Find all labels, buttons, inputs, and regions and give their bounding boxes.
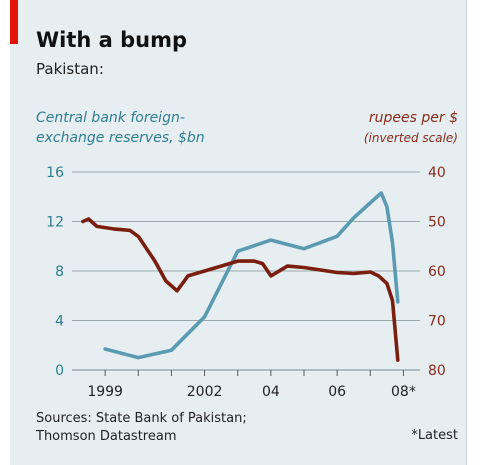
left-tick-label: 4 — [55, 314, 64, 330]
x-tick-label: 1999 — [87, 384, 123, 400]
x-tick-label: 08* — [391, 384, 416, 400]
brand-accent-bar — [10, 0, 18, 44]
x-tick-label: 06 — [328, 384, 346, 400]
rupee-series-line — [81, 217, 400, 362]
left-tick-label: 16 — [46, 165, 64, 181]
left-tick-label: 12 — [46, 215, 64, 231]
left-axis-label-line-1: Central bank foreign- — [36, 110, 185, 126]
grid-layer — [72, 171, 420, 371]
left-tick-label: 0 — [55, 363, 64, 379]
right-tick-label: 50 — [428, 215, 446, 231]
reserves-series-line — [103, 191, 400, 360]
right-axis-label-main: rupees per $ — [368, 110, 458, 126]
source-note: Sources: State Bank of Pakistan; Thomson… — [36, 410, 247, 446]
chart-title: With a bump — [36, 28, 188, 52]
series-layer — [81, 191, 400, 362]
left-axis-label-line-2: exchange reserves, $bn — [36, 130, 205, 146]
right-axis-label: rupees per $ (inverted scale) — [258, 108, 458, 148]
chart-subtitle: Pakistan: — [36, 60, 104, 78]
x-tick-label: 04 — [262, 384, 280, 400]
right-tick-label: 40 — [428, 165, 446, 181]
x-tick-label: 2002 — [187, 384, 223, 400]
source-line-1: Sources: State Bank of Pakistan; — [36, 411, 247, 426]
footnote: *Latest — [411, 428, 458, 443]
right-tick-label: 60 — [428, 264, 446, 280]
right-tick-label: 70 — [428, 314, 446, 330]
right-axis-label-sub: (inverted scale) — [363, 131, 458, 145]
left-tick-label: 8 — [55, 264, 64, 280]
left-axis-label: Central bank foreign- exchange reserves,… — [36, 108, 256, 148]
right-tick-label: 80 — [428, 363, 446, 379]
source-line-2: Thomson Datastream — [36, 429, 177, 444]
